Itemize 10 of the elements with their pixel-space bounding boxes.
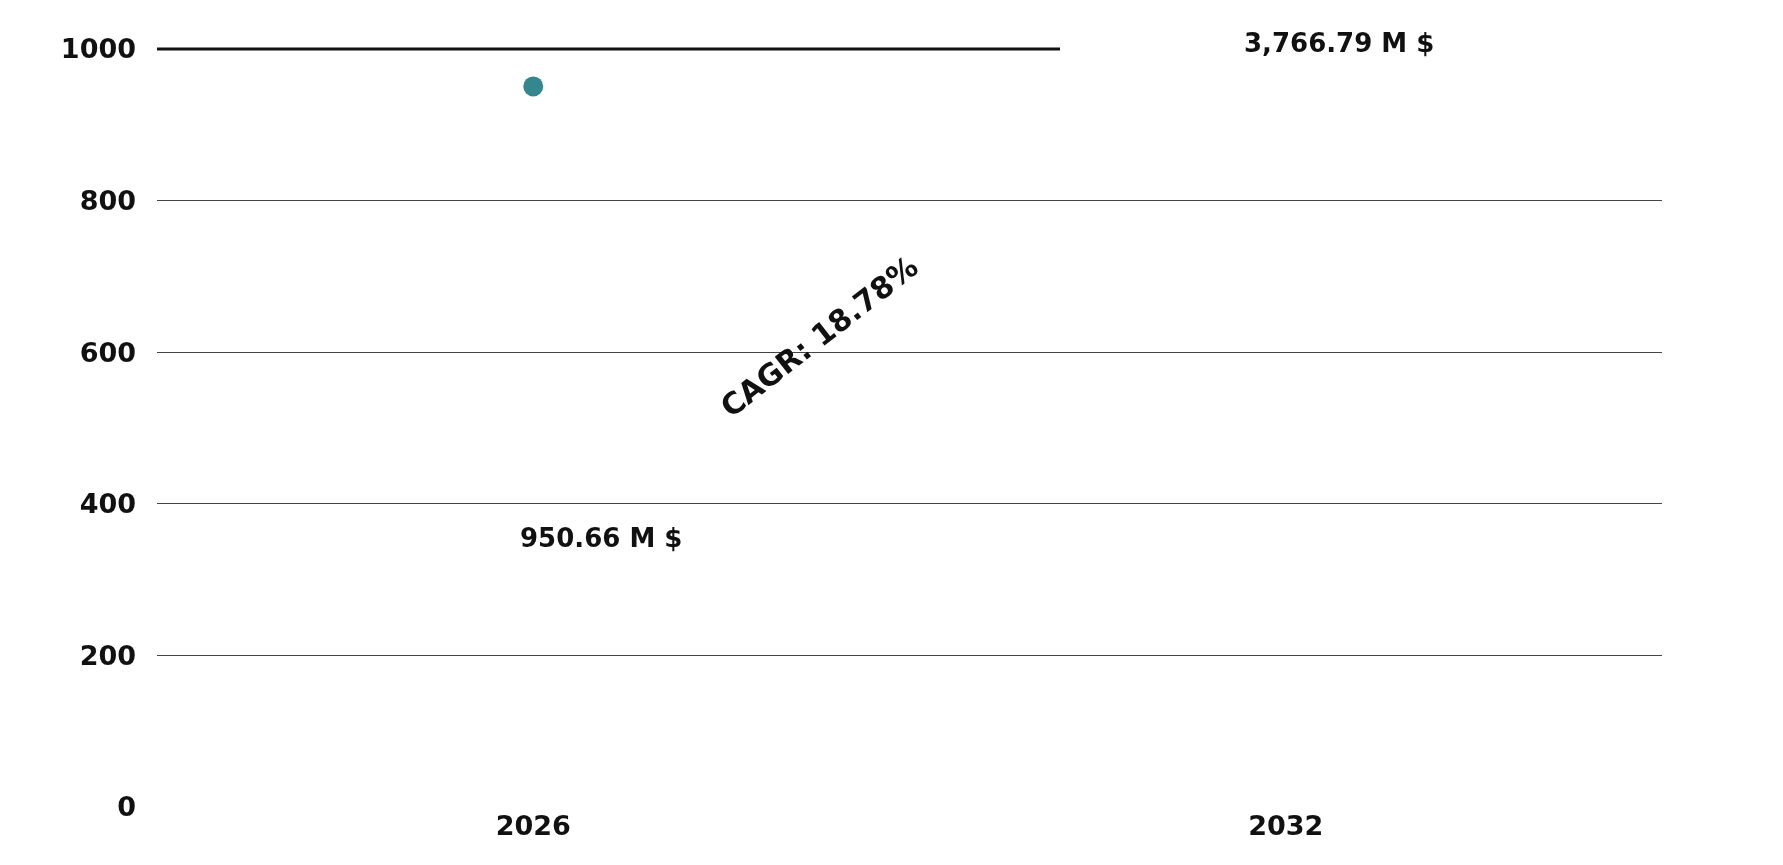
y-tick-label: 800 [79, 185, 136, 217]
y-tick-label: 0 [117, 791, 136, 823]
annotation: 950.66 M $ [520, 523, 683, 553]
annotation: 3,766.79 M $ [1244, 28, 1435, 58]
y-tick-label: 200 [79, 639, 136, 671]
x-tick-label: 2026 [495, 810, 571, 841]
y-tick-label: 600 [79, 336, 136, 368]
y-tick-label: 1000 [60, 33, 136, 65]
y-tick-label: 400 [79, 488, 136, 520]
x-tick-label: 2032 [1248, 810, 1324, 841]
